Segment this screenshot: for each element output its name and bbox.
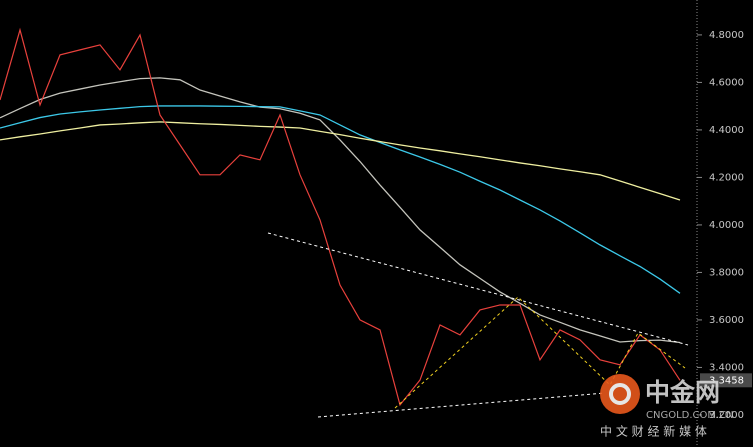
watermark: 中金网 CNGOLD.COM.CN 中 文 财 经 新 媒 体 [600,374,734,439]
line-series [0,121,681,201]
last-price-label: 3.3458 [709,375,744,386]
watermark-site: CNGOLD.COM.CN [646,410,734,421]
line-series [0,27,681,407]
y-tick-label: 3.4000 [709,362,744,373]
trendline [267,232,689,346]
watermark-tagline: 中 文 财 经 新 媒 体 [600,424,707,439]
y-tick-label: 4.2000 [709,172,744,183]
y-tick-label: 4.6000 [709,77,744,88]
y-tick-label: 4.8000 [709,30,744,41]
y-tick-label: 3.6000 [709,315,744,326]
logo-mark [609,383,631,405]
plot-area [0,27,681,407]
line-series [0,77,681,344]
last-price-box [700,373,752,388]
trendlines [267,232,689,418]
wave-line [394,296,686,409]
line-series [0,105,681,294]
logo [600,374,640,414]
y-tick-label: 3.8000 [709,267,744,278]
watermark-title: 中金网 [645,378,720,407]
y-tick-label: 3.2000 [709,410,744,421]
trendline [317,392,606,418]
y-tick-label: 4.0000 [709,220,744,231]
y-axis: 4.8000 4.6000 4.4000 4.2000 4.0000 3.8000 3.60… [697,30,752,421]
y-tick-label: 4.4000 [709,125,744,136]
